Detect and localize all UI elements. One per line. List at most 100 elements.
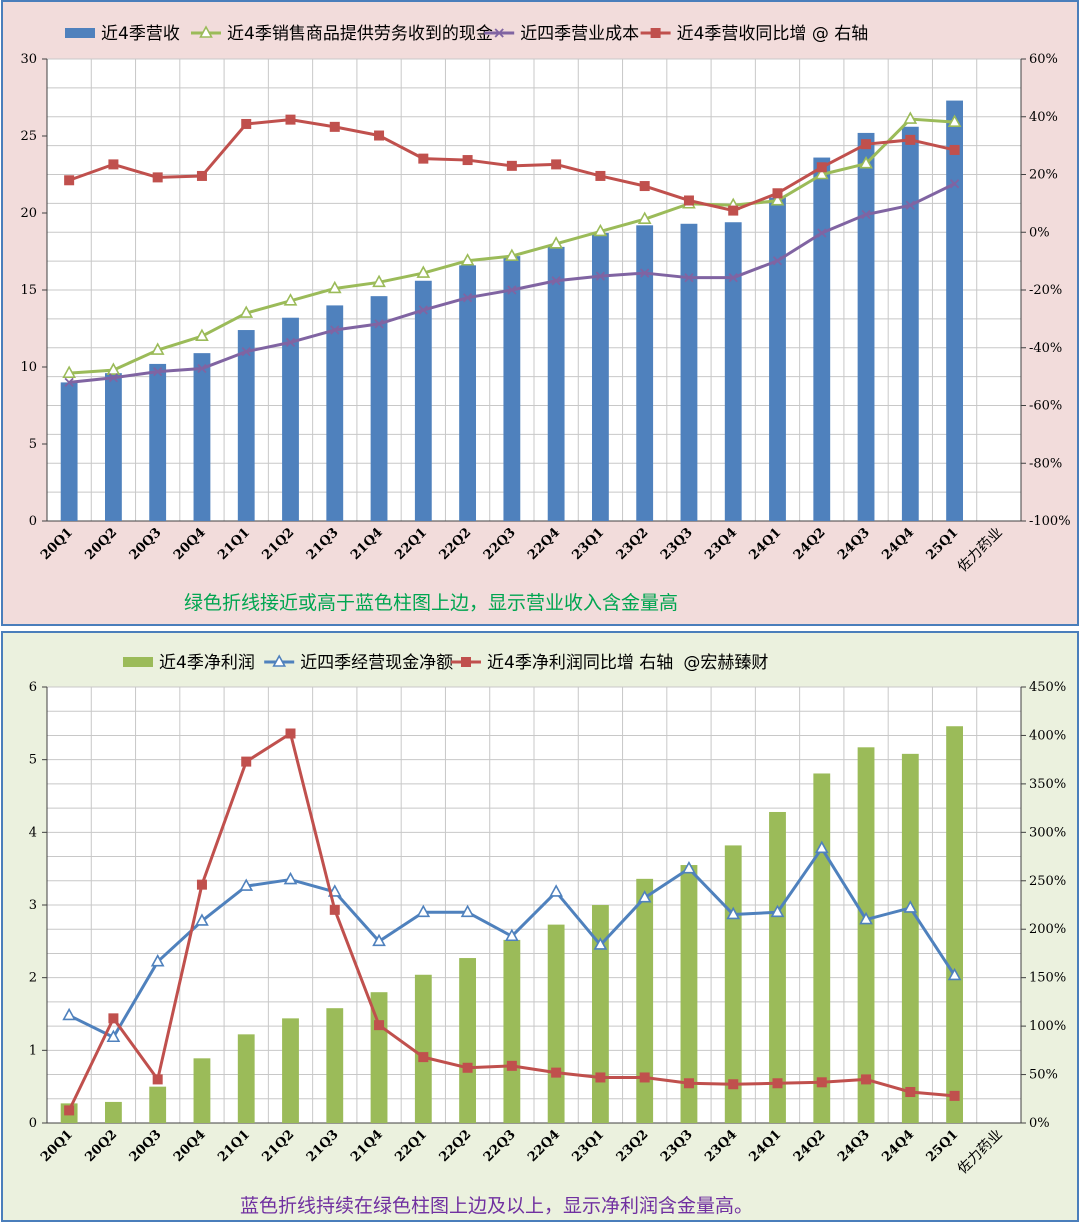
x-axis-tick-label: 20Q3 (127, 525, 165, 563)
bar (547, 924, 565, 1123)
left-axis-tick-label: 15 (20, 283, 37, 298)
left-axis-tick-label: 20 (20, 206, 37, 221)
data-point (62, 1007, 76, 1021)
legend-marker (272, 654, 287, 667)
bar (503, 256, 521, 521)
legend-label: 近四季经营现金净额 (300, 653, 453, 673)
data-point (372, 274, 386, 288)
legend-label: 近4季营收 (101, 24, 180, 44)
left-axis-tick-label: 0 (29, 1116, 37, 1131)
data-point (329, 121, 340, 132)
x-axis-tick-label: 21Q4 (348, 525, 386, 563)
bar (237, 1034, 255, 1123)
legend: 近4季营收 近4季销售商品提供劳务收到的现金 近四季营业成本 近4季营收同比增 @ 右… (65, 24, 868, 44)
data-point (726, 906, 741, 920)
data-point (283, 871, 298, 885)
right-axis-tick-label: 20% (1029, 168, 1058, 183)
bar (813, 157, 831, 521)
x-axis-tick-label: 20Q4 (171, 1127, 209, 1165)
data-point (949, 179, 960, 189)
x-axis-tick-label: 20Q1 (38, 1127, 76, 1165)
data-point (905, 200, 915, 210)
data-point (728, 1079, 739, 1090)
x-axis-tick-label: 20Q4 (171, 525, 209, 563)
bar (857, 132, 875, 522)
data-point (772, 256, 783, 266)
data-point (949, 144, 960, 155)
revenue-chart: 0 5 10 15 20 25 30 -100% -80% -60% -40% -20% 0% 20% 40… (20, 24, 1071, 614)
x-axis-tick-label: 22Q4 (525, 1127, 563, 1165)
data-point (507, 285, 517, 295)
data-point (150, 954, 165, 967)
data-point (814, 166, 829, 180)
data-point (285, 728, 296, 739)
data-point (330, 325, 340, 335)
bar (370, 296, 388, 521)
data-point (549, 236, 563, 249)
annotation-text: 绿色折线接近或高于蓝色柱图上边，显示营业收入含金量高 (184, 592, 678, 614)
bar (193, 1058, 211, 1123)
data-point (506, 160, 517, 171)
x-axis-tick-label: 24Q2 (791, 1127, 829, 1165)
right-axis-tick-label: 40% (1029, 110, 1058, 125)
x-axis-tick-label: 23Q2 (614, 1127, 652, 1165)
data-point (905, 1086, 916, 1097)
bar (769, 811, 786, 1123)
data-point (418, 1052, 429, 1063)
watermark-label: 佐力药业 (955, 525, 1006, 576)
x-axis-tick-label: 23Q4 (702, 525, 740, 563)
legend-swatch (65, 28, 95, 38)
data-point (195, 328, 209, 342)
series-1 (62, 111, 962, 378)
bar (680, 865, 698, 1123)
top-chart-panel: 0 5 10 15 20 25 30 -100% -80% -60% -40% -20% 0% 20% 40… (1, 0, 1079, 626)
right-axis-tick-label: 150% (1029, 971, 1066, 986)
data-point (64, 1105, 75, 1116)
data-point (372, 933, 386, 947)
data-point (816, 1077, 827, 1088)
data-point (462, 293, 473, 303)
left-axis-tick-label: 1 (29, 1043, 37, 1058)
legend-marker (199, 25, 213, 38)
legend-swatch (123, 657, 153, 667)
right-axis-tick-label: -100% (1029, 514, 1071, 529)
data-point (772, 1078, 783, 1089)
right-axis-tick-label: 50% (1029, 1068, 1058, 1083)
bar (104, 1101, 122, 1123)
data-point (861, 209, 871, 220)
data-point (374, 130, 385, 141)
data-point (770, 193, 785, 206)
bar (282, 317, 299, 521)
left-axis-tick-label: 6 (29, 680, 37, 695)
data-point (506, 1060, 517, 1071)
bar (636, 878, 654, 1123)
x-axis-tick-label: 21Q2 (260, 1127, 298, 1165)
bar (857, 747, 875, 1123)
data-point (505, 248, 519, 261)
data-point (108, 159, 119, 170)
bar (414, 280, 432, 521)
x-axis-tick-label: 23Q4 (702, 1127, 740, 1165)
data-point (816, 162, 827, 173)
data-point (152, 172, 163, 183)
right-axis-tick-label: 300% (1029, 825, 1066, 840)
x-axis-tick-label: 21Q1 (215, 525, 253, 563)
x-axis-tick-label: 20Q3 (127, 1127, 165, 1165)
bar (946, 100, 964, 521)
x-axis-tick-label: 22Q1 (392, 525, 430, 563)
data-point (637, 890, 652, 903)
data-point (239, 878, 254, 891)
legend-extra-label: @宏赫臻财 (683, 653, 768, 673)
bar (326, 1008, 344, 1123)
data-point (460, 904, 475, 918)
x-axis-tick-label: 24Q1 (747, 1127, 785, 1165)
data-point (64, 175, 75, 186)
x-axis-tick-label: 24Q4 (879, 525, 917, 563)
x-axis-tick-label: 23Q1 (569, 1127, 607, 1165)
right-axis-tick-label: -80% (1029, 456, 1062, 471)
data-point (374, 319, 384, 329)
data-point (150, 342, 165, 355)
x-axis-tick-label: 24Q3 (835, 525, 873, 563)
right-axis-tick-label: -60% (1029, 399, 1062, 414)
data-point (329, 904, 340, 915)
